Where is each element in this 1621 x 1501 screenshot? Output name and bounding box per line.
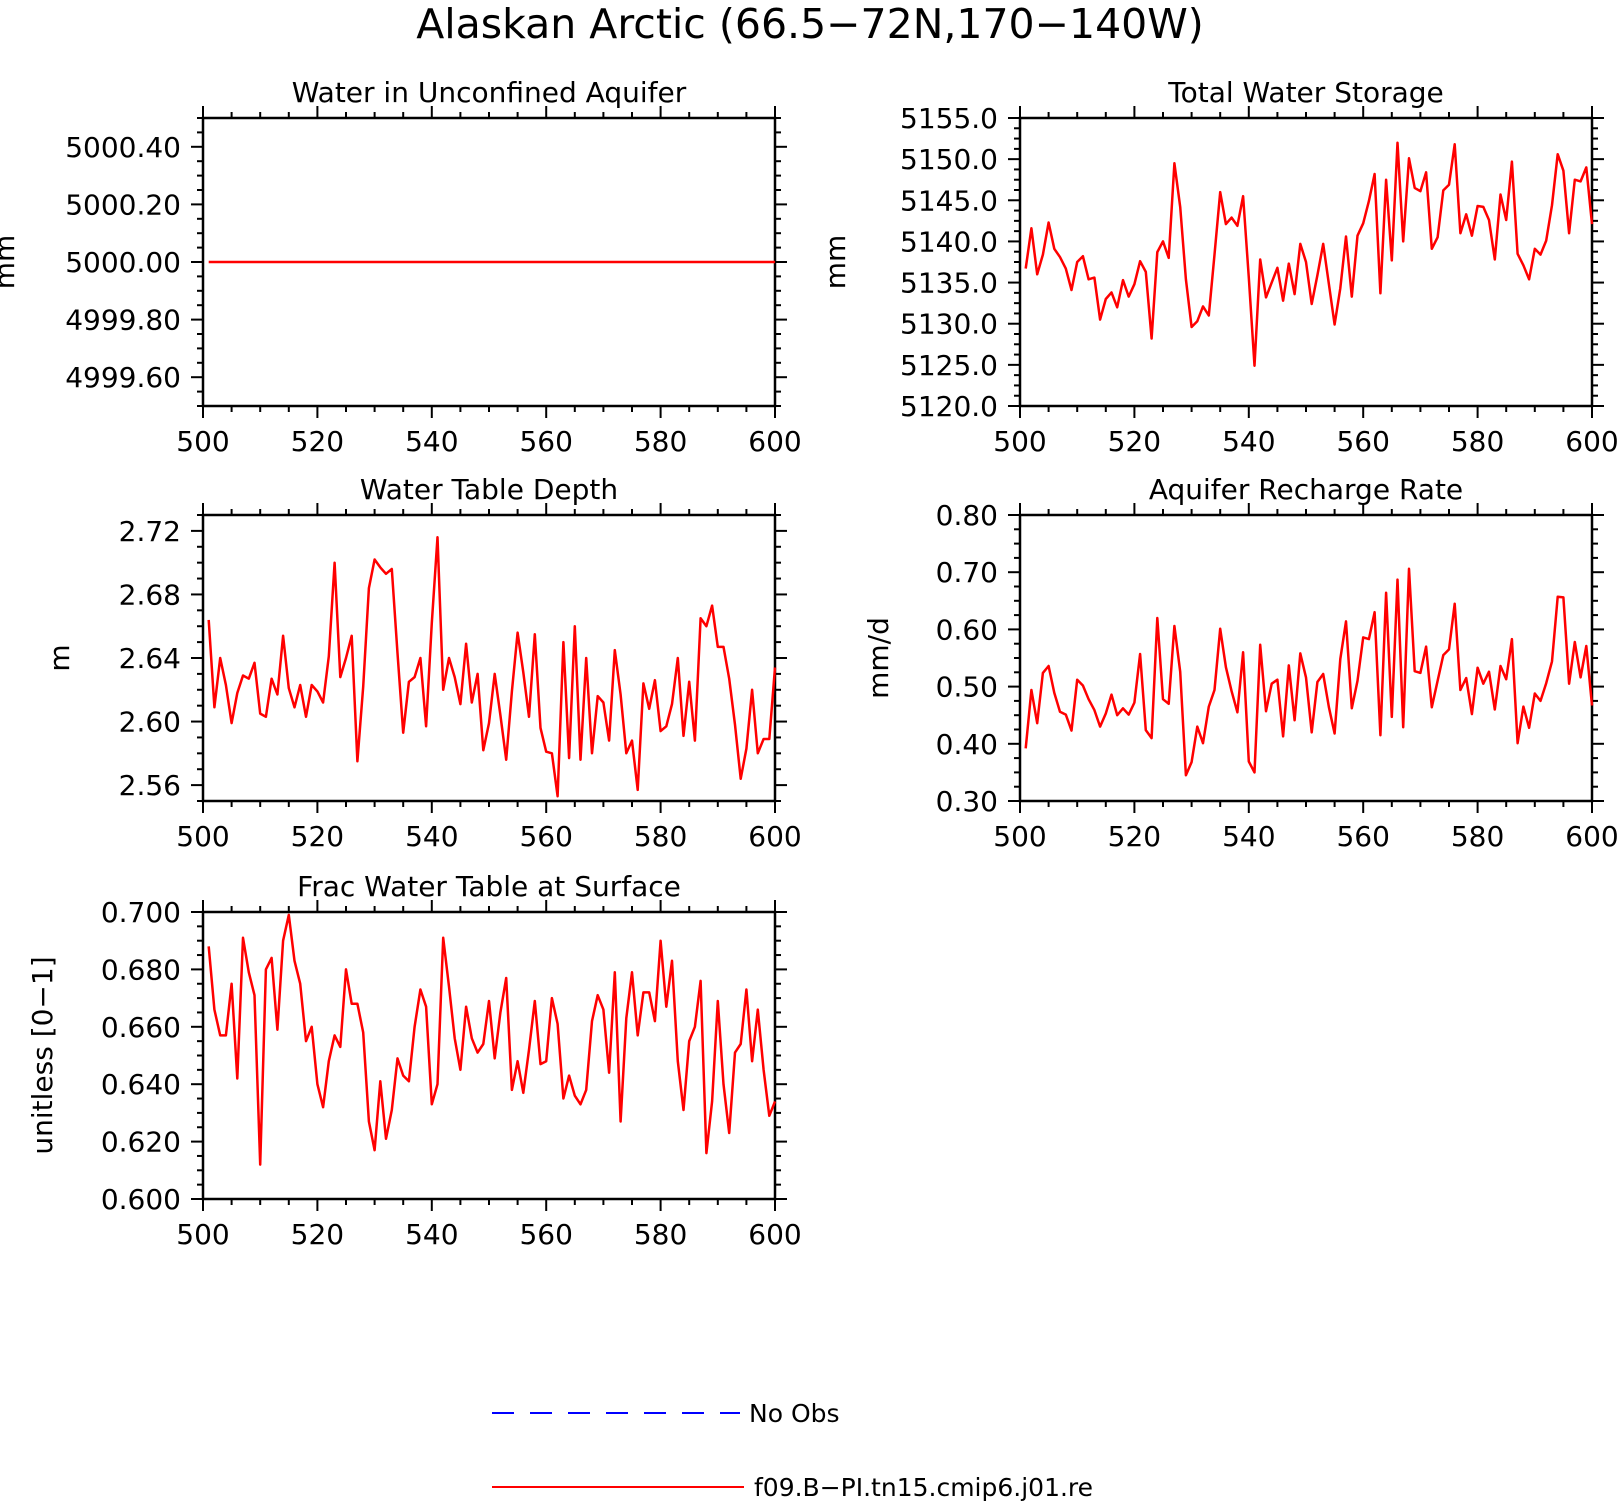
panel-title: Total Water Storage <box>1167 76 1444 109</box>
x-tick-label: 500 <box>176 425 229 458</box>
y-tick-label: 5150.0 <box>900 143 998 176</box>
x-tick-label: 560 <box>519 425 572 458</box>
y-tick-label: 4999.80 <box>65 304 181 337</box>
y-tick-label: 5000.20 <box>65 188 181 221</box>
x-tick-label: 520 <box>291 1218 344 1251</box>
y-axis-label: unitless [0−1] <box>26 956 59 1154</box>
x-tick-label: 560 <box>1336 820 1389 853</box>
y-tick-label: 2.72 <box>119 515 181 548</box>
y-axis-label: mm <box>819 235 852 290</box>
figure-title: Alaskan Arctic (66.5−72N,170−140W) <box>416 0 1204 48</box>
y-tick-label: 2.60 <box>119 706 181 739</box>
y-tick-label: 5125.0 <box>900 349 998 382</box>
panel-water-table-depth: Water Table Depth 500 520 540 560 580 600 2.56 2… <box>43 473 802 853</box>
panel-frac-water-table-at-surface: Frac Water Table at Surface 500 520 540 560 5… <box>26 870 802 1251</box>
y-tick-label: 4999.60 <box>65 361 181 394</box>
x-tick-label: 600 <box>748 820 801 853</box>
x-tick-label: 520 <box>1108 820 1161 853</box>
y-tick-label: 5130.0 <box>900 308 998 341</box>
series-line <box>207 913 777 1166</box>
x-tick-label: 540 <box>1222 425 1275 458</box>
y-tick-label: 5135.0 <box>900 267 998 300</box>
panels: Water in Unconfined Aquifer 500 520 540 560 5… <box>0 76 1619 1251</box>
x-tick-label: 540 <box>405 425 458 458</box>
x-tick-label: 600 <box>1565 820 1618 853</box>
y-axis-label: mm <box>0 235 21 290</box>
y-tick-label: 5000.40 <box>65 131 181 164</box>
y-tick-label: 0.620 <box>101 1126 181 1159</box>
x-tick-label: 520 <box>291 425 344 458</box>
y-tick-label: 0.680 <box>101 953 181 986</box>
y-axis-label: mm/d <box>862 617 895 699</box>
x-tick-label: 540 <box>405 820 458 853</box>
y-tick-label: 2.64 <box>119 642 181 675</box>
y-tick-label: 2.68 <box>119 578 181 611</box>
y-tick-label: 0.80 <box>936 499 998 532</box>
series-line <box>207 535 777 798</box>
x-tick-label: 600 <box>748 425 801 458</box>
x-tick-label: 580 <box>634 1218 687 1251</box>
y-tick-label: 0.30 <box>936 785 998 818</box>
plot-frame <box>1018 513 1594 803</box>
y-tick-label: 0.60 <box>936 613 998 646</box>
panel-title: Water Table Depth <box>360 473 618 506</box>
y-axis-label: m <box>43 644 76 671</box>
x-tick-label: 580 <box>1451 425 1504 458</box>
panel-title: Frac Water Table at Surface <box>297 870 681 903</box>
y-tick-label: 2.56 <box>119 769 181 802</box>
y-tick-label: 5120.0 <box>900 390 998 423</box>
legend-label-model-run: f09.B−PI.tn15.cmip6.j01.re <box>754 1473 1093 1501</box>
series-line <box>1024 141 1594 367</box>
legend-label-no-obs: No Obs <box>749 1399 840 1428</box>
x-tick-label: 580 <box>1451 820 1504 853</box>
panel-aquifer-recharge-rate: Aquifer Recharge Rate 500 520 540 560 580 600 0… <box>862 473 1619 853</box>
x-tick-label: 560 <box>1336 425 1389 458</box>
x-tick-label: 500 <box>993 820 1046 853</box>
y-tick-label: 0.640 <box>101 1068 181 1101</box>
plot-frame <box>201 513 777 803</box>
x-tick-label: 560 <box>519 1218 572 1251</box>
panel-title: Water in Unconfined Aquifer <box>292 76 687 109</box>
panel-water-in-unconfined-aquifer: Water in Unconfined Aquifer 500 520 540 560 5… <box>0 76 802 458</box>
x-tick-label: 600 <box>748 1218 801 1251</box>
y-tick-label: 5000.00 <box>65 246 181 279</box>
x-tick-label: 520 <box>291 820 344 853</box>
x-tick-label: 560 <box>519 820 572 853</box>
x-tick-label: 580 <box>634 425 687 458</box>
y-tick-label: 0.660 <box>101 1011 181 1044</box>
y-tick-label: 0.50 <box>936 671 998 704</box>
y-tick-label: 5155.0 <box>900 102 998 135</box>
x-tick-label: 580 <box>634 820 687 853</box>
y-tick-label: 0.700 <box>101 896 181 929</box>
x-tick-label: 540 <box>1222 820 1275 853</box>
y-tick-label: 5145.0 <box>900 184 998 217</box>
x-tick-label: 520 <box>1108 425 1161 458</box>
x-tick-label: 600 <box>1565 425 1618 458</box>
panel-title: Aquifer Recharge Rate <box>1149 473 1463 506</box>
series-line <box>1024 567 1594 777</box>
y-tick-label: 5140.0 <box>900 225 998 258</box>
y-tick-label: 0.600 <box>101 1183 181 1216</box>
legend: No Obs f09.B−PI.tn15.cmip6.j01.re <box>492 1399 1093 1501</box>
panel-total-water-storage: Total Water Storage 500 520 540 560 580 600 512… <box>819 76 1619 458</box>
x-tick-label: 500 <box>993 425 1046 458</box>
y-tick-label: 0.70 <box>936 556 998 589</box>
y-tick-label: 0.40 <box>936 728 998 761</box>
x-tick-label: 500 <box>176 1218 229 1251</box>
x-tick-label: 540 <box>405 1218 458 1251</box>
x-tick-label: 500 <box>176 820 229 853</box>
